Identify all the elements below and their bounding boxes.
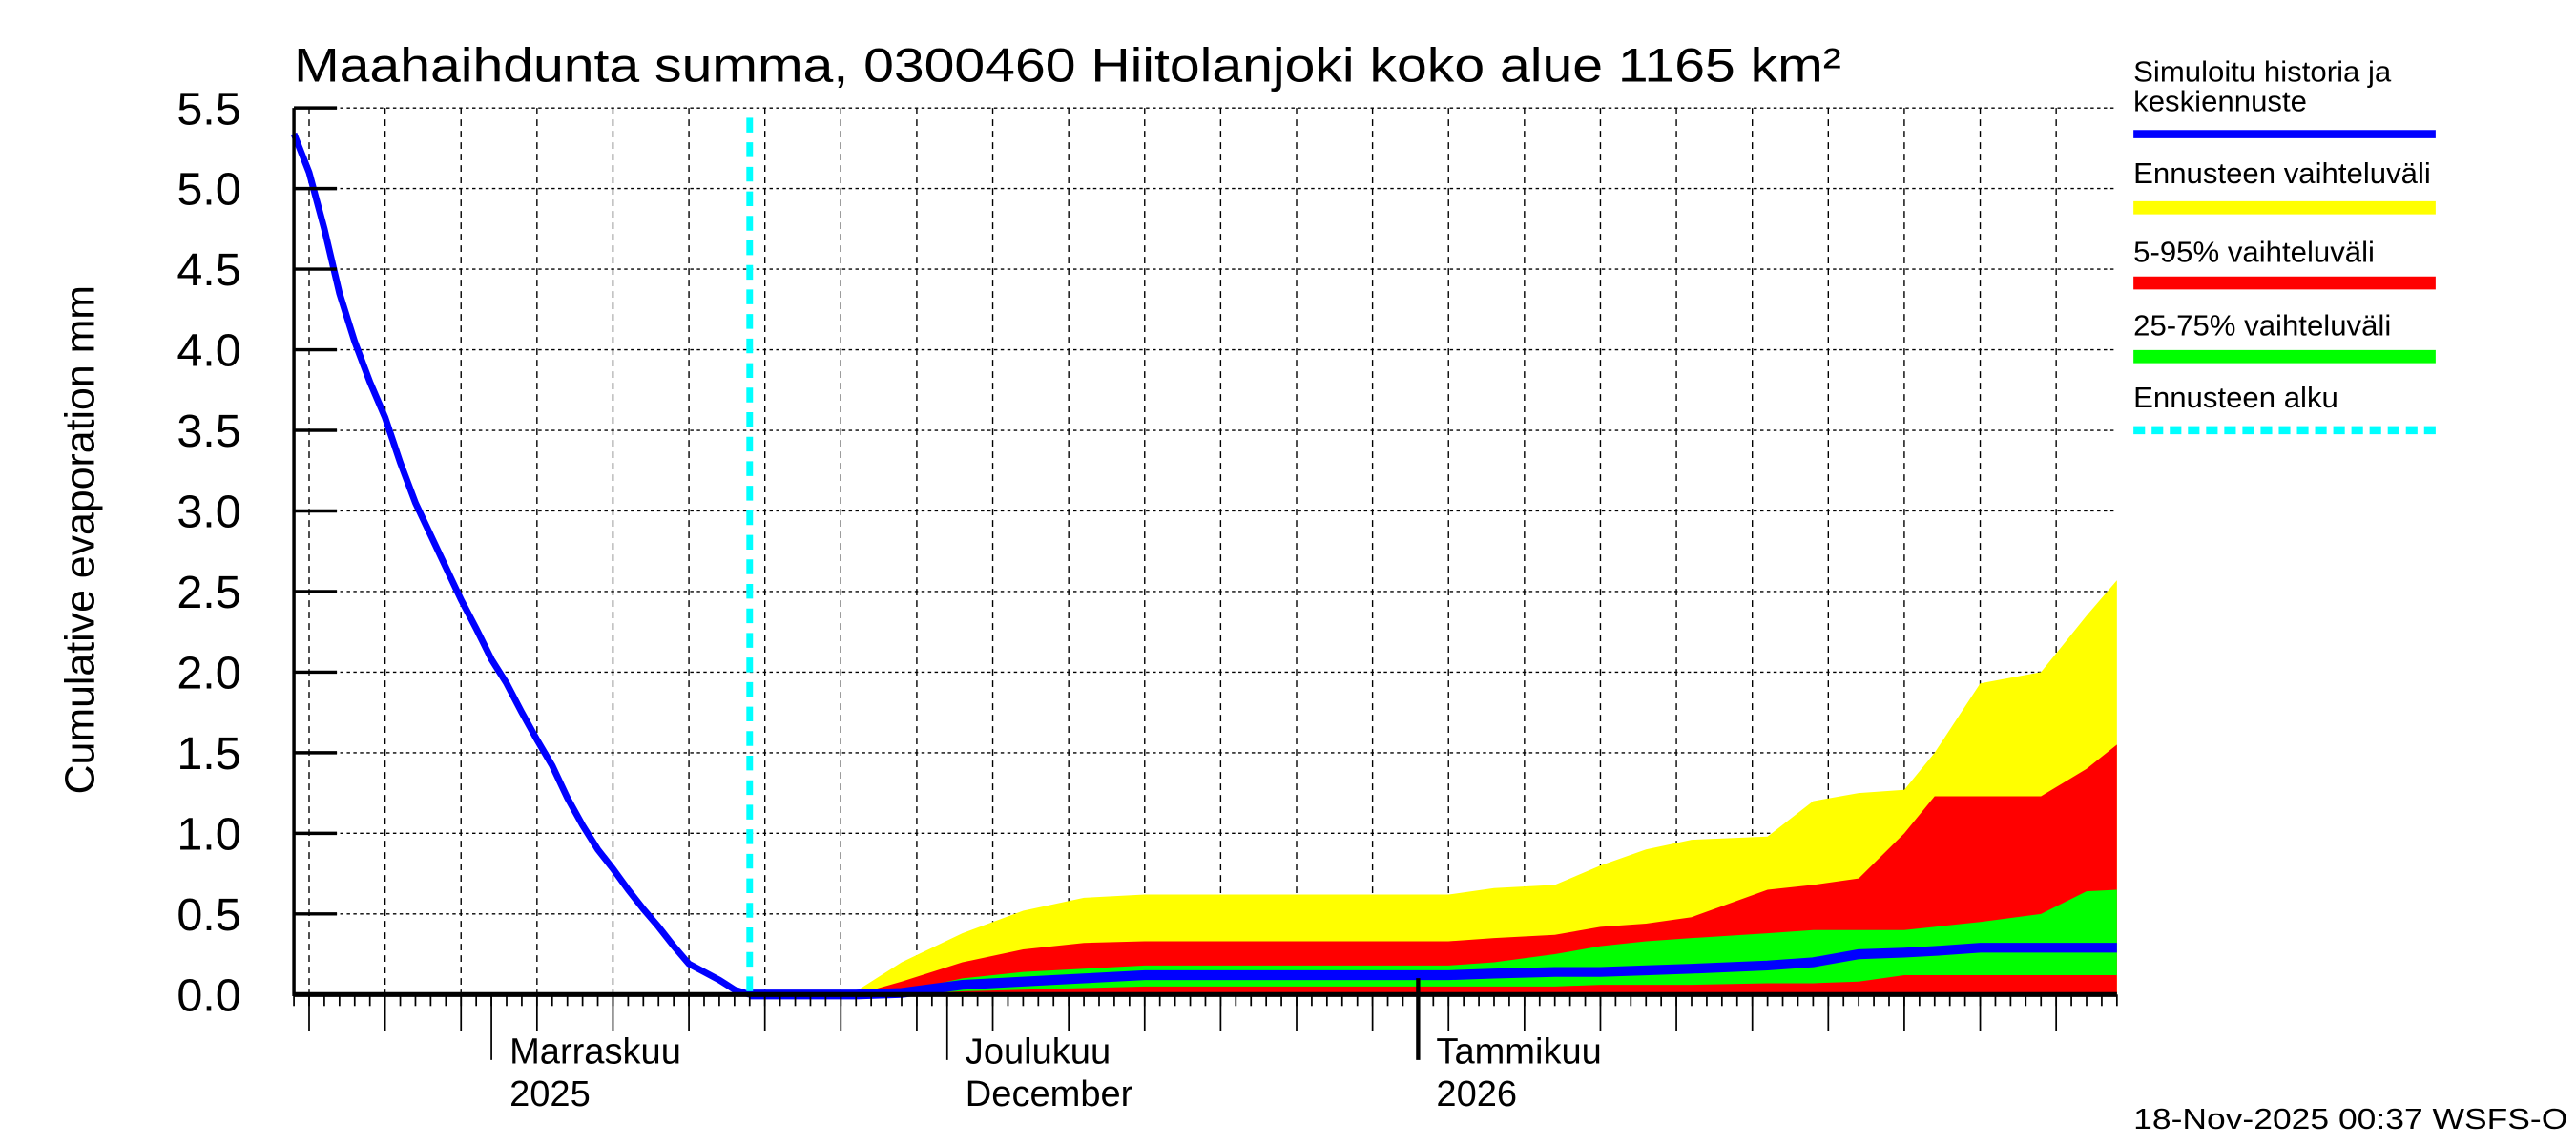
month-label: Tammikuu	[1436, 1031, 1601, 1072]
series-lines	[290, 117, 2117, 1000]
y-tick-label: 4.0	[177, 325, 240, 377]
forecast-bands	[749, 580, 2117, 995]
y-tick-label: 3.5	[177, 406, 240, 457]
y-axis-label: Cumulative evaporation mm	[57, 285, 103, 794]
year-label: December	[966, 1074, 1133, 1114]
chart-title: Maahaihdunta summa, 0300460 Hiitolanjoki…	[294, 39, 1841, 93]
legend-label: Ennusteen vaihteluväli	[2133, 156, 2431, 190]
timestamp: 18-Nov-2025 00:37 WSFS-O	[2133, 1102, 2567, 1135]
y-tick-label: 4.5	[177, 244, 240, 296]
year-label: 2025	[509, 1074, 591, 1114]
forecast-mean-line	[749, 943, 2117, 1000]
legend-label: Simuloitu historia ja	[2133, 55, 2392, 89]
y-tick-label: 2.0	[177, 648, 240, 699]
month-label: Joulukuu	[966, 1031, 1111, 1072]
band-5-95	[749, 744, 2117, 995]
month-label: Marraskuu	[509, 1031, 681, 1072]
y-tick-label: 5.0	[177, 164, 240, 216]
y-tick-label: 5.5	[177, 83, 240, 135]
y-tick-label: 1.0	[177, 809, 240, 861]
legend-label: keskiennuste	[2133, 85, 2307, 118]
y-tick-label: 3.0	[177, 487, 240, 538]
y-tick-label: 0.0	[177, 970, 240, 1022]
legend-label: Ennusteen alku	[2133, 381, 2338, 414]
y-tick-label: 1.5	[177, 728, 240, 780]
legend-label: 5-95% vaihteluväli	[2133, 235, 2375, 268]
history-line	[290, 132, 751, 998]
y-tick-label: 2.5	[177, 567, 240, 618]
year-label: 2026	[1436, 1074, 1517, 1114]
y-tick-label: 0.5	[177, 889, 240, 941]
axes: 0.0 0.5 1.0 1.5 2.0 2.5 3.0 3.5 4.0 4.5 5.0 5.5 Marr…	[177, 83, 2118, 1114]
legend-label: 25-75% vaihteluväli	[2133, 309, 2391, 343]
